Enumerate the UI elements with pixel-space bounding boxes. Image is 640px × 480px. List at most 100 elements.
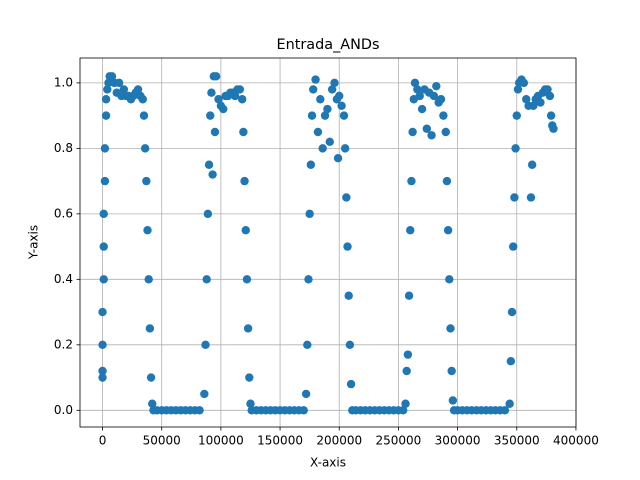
point (104, 78, 113, 88)
point (506, 356, 516, 366)
point (101, 111, 111, 120)
y-axis-label: Y-axis (27, 225, 41, 260)
y-tick-label: 0.0 (54, 403, 73, 417)
point (404, 291, 414, 300)
point (107, 72, 117, 81)
point (245, 373, 254, 382)
point (311, 75, 320, 84)
point (306, 160, 316, 169)
point (142, 176, 151, 186)
point (403, 350, 413, 359)
point (446, 324, 455, 333)
point (214, 95, 223, 104)
point (304, 275, 313, 284)
x-tick-label: 300000 (435, 434, 481, 448)
point (325, 137, 334, 147)
point (327, 85, 337, 94)
x-tick-label: 200000 (316, 434, 362, 448)
point (417, 104, 427, 114)
point (432, 81, 441, 91)
point (398, 406, 408, 415)
y-tick-label: 0.2 (54, 337, 73, 351)
point (98, 340, 107, 350)
point (303, 340, 312, 350)
point (145, 324, 155, 333)
point (98, 307, 107, 317)
point (507, 307, 517, 317)
point (505, 399, 514, 408)
point (545, 91, 555, 101)
point (239, 127, 248, 137)
point (242, 275, 252, 284)
chart-title: Entrada_ANDs (277, 37, 380, 53)
point (98, 373, 107, 382)
point (114, 78, 124, 88)
point (436, 95, 446, 104)
point (206, 111, 215, 120)
point (413, 85, 422, 94)
point (138, 95, 147, 104)
y-tick-label: 0.6 (54, 206, 73, 220)
y-tick-label: 0.4 (54, 272, 73, 286)
x-tick-label: 350000 (494, 434, 540, 448)
point (200, 389, 209, 399)
point (99, 242, 108, 251)
point (344, 291, 353, 300)
point (148, 399, 157, 408)
point (241, 226, 250, 235)
point (543, 85, 552, 94)
point (447, 366, 456, 376)
point (230, 91, 240, 101)
point (429, 91, 439, 101)
point (208, 170, 217, 179)
point (299, 406, 308, 415)
point (407, 176, 416, 186)
y-tick-label: 0.8 (54, 141, 73, 155)
point (406, 226, 415, 235)
point (144, 275, 153, 284)
point (211, 72, 221, 81)
point (305, 209, 314, 219)
point (318, 144, 327, 153)
x-tick-label: 250000 (376, 434, 422, 448)
point (237, 95, 247, 104)
point (330, 78, 339, 88)
point (401, 399, 410, 408)
axes-frame (79, 57, 577, 428)
x-tick-label: 150000 (257, 434, 303, 448)
point (195, 406, 204, 415)
point (427, 131, 436, 140)
point (343, 242, 352, 251)
point (442, 176, 452, 186)
point (320, 111, 330, 120)
point (309, 85, 318, 94)
point (441, 127, 450, 137)
grid (80, 58, 577, 427)
x-axis-label: X-axis (310, 456, 346, 470)
point (510, 193, 519, 202)
point (99, 275, 108, 284)
point (204, 160, 214, 169)
point (103, 85, 112, 94)
point (439, 111, 448, 120)
point (99, 209, 108, 219)
point (415, 91, 424, 101)
point (235, 85, 245, 94)
point (101, 95, 111, 104)
point (139, 111, 149, 120)
point (146, 373, 156, 382)
point (119, 85, 129, 94)
point (207, 88, 216, 97)
point (549, 124, 558, 133)
point (339, 111, 349, 120)
point (546, 111, 556, 120)
point (522, 95, 531, 104)
point (246, 399, 255, 408)
point (210, 127, 220, 137)
point (340, 144, 350, 153)
point (337, 101, 346, 111)
x-tick-label: 400000 (553, 434, 599, 448)
point (448, 396, 458, 405)
y-tick-label: 1.0 (54, 75, 73, 89)
